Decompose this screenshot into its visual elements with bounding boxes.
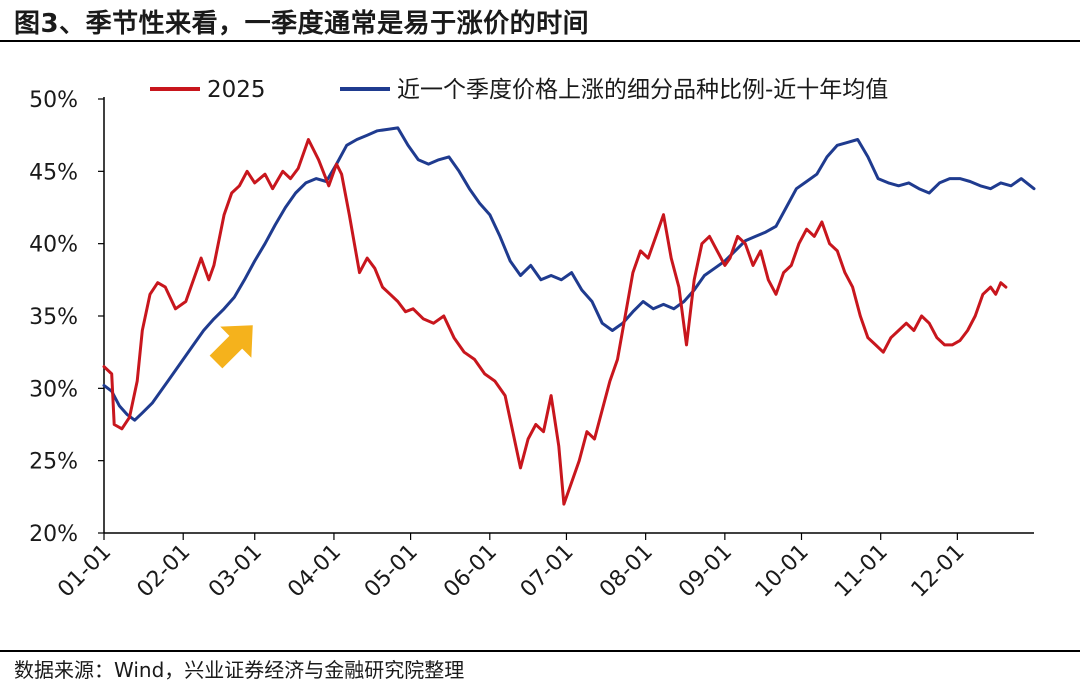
- x-tick-label: 07-01: [516, 540, 579, 603]
- title-rule: [0, 40, 1080, 42]
- y-tick-label: 25%: [29, 450, 78, 475]
- figure-title: 图3、季节性来看，一季度通常是易于涨价的时间: [14, 9, 590, 39]
- x-tick-label: 11-01: [830, 540, 893, 603]
- source-note: 数据来源：Wind，兴业证券经济与金融研究院整理: [14, 658, 465, 682]
- x-tick-label: 09-01: [674, 540, 737, 603]
- source-rule: [0, 650, 1080, 652]
- x-tick-label: 03-01: [204, 540, 267, 603]
- legend-item-ten-year-average: 近一个季度价格上涨的细分品种比例-近十年均值: [340, 77, 888, 103]
- legend-label: 近一个季度价格上涨的细分品种比例-近十年均值: [397, 77, 888, 103]
- y-tick-label: 20%: [29, 522, 78, 547]
- y-tick-label: 40%: [29, 233, 78, 258]
- annotation-layer: [209, 325, 253, 369]
- x-tick-label: 01-01: [53, 540, 116, 603]
- x-tick-label: 04-01: [283, 540, 346, 603]
- x-tick-label: 12-01: [907, 540, 970, 603]
- y-tick-label: 35%: [29, 305, 78, 330]
- series-layer: [102, 126, 1036, 506]
- x-tick-label: 10-01: [751, 540, 814, 603]
- series-line-ten-year-average: [102, 126, 1036, 422]
- y-tick-label: 45%: [29, 160, 78, 185]
- x-tick-label: 02-01: [133, 540, 196, 603]
- x-tick-label: 05-01: [360, 540, 423, 603]
- x-tick-label: 06-01: [439, 540, 502, 603]
- line-chart: 20% 25% 30% 35% 40% 45% 50% 01-01 02-01 03-01 04-…: [29, 77, 1036, 603]
- y-tick-label: 30%: [29, 377, 78, 402]
- annotation-arrow: [209, 325, 253, 369]
- x-tick-label: 08-01: [595, 540, 658, 603]
- x-axis: 01-01 02-01 03-01 04-01 05-01 06-01 07-01 08-01…: [53, 532, 1034, 603]
- y-tick-label: 50%: [29, 88, 78, 113]
- legend-label: 2025: [207, 77, 266, 103]
- legend: 2025 近一个季度价格上涨的细分品种比例-近十年均值: [150, 77, 888, 103]
- y-axis: 20% 25% 30% 35% 40% 45% 50%: [29, 88, 105, 547]
- legend-item-2025: 2025: [150, 77, 266, 103]
- series-line-2025: [102, 138, 1008, 506]
